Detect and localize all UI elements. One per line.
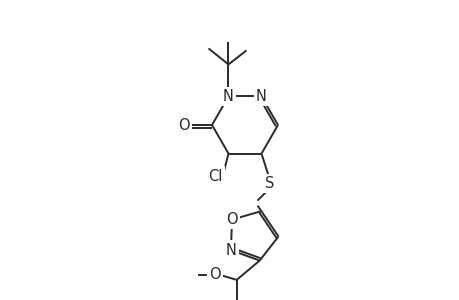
Text: O: O [226, 212, 237, 227]
Text: S: S [264, 176, 274, 191]
Text: Cl: Cl [208, 169, 222, 184]
Text: O: O [178, 118, 190, 133]
Text: N: N [223, 89, 234, 104]
Text: N: N [256, 89, 266, 104]
Text: N: N [225, 243, 236, 258]
Text: O: O [208, 267, 220, 282]
